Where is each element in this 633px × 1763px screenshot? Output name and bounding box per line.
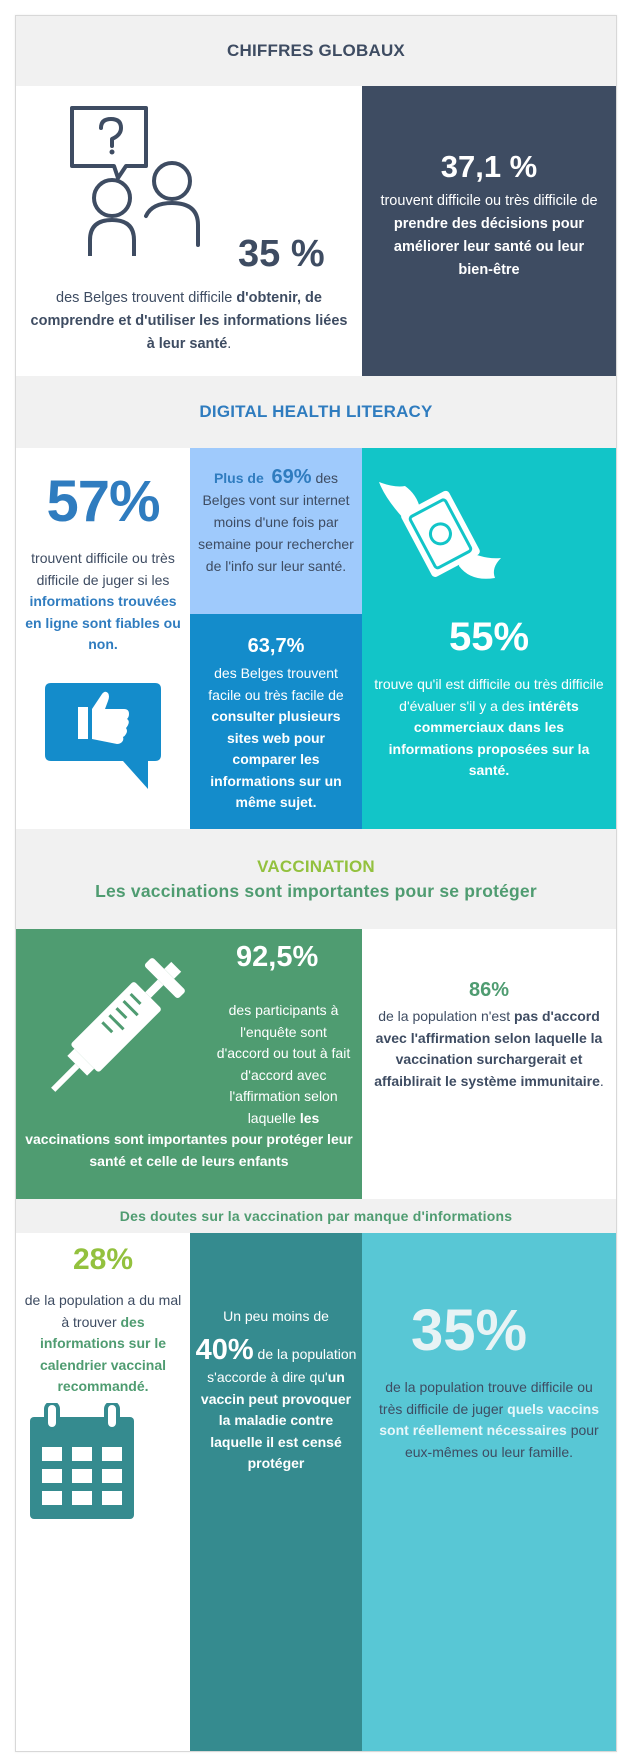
vaccination-right-panel: 86% de la population n'est pas d'accord …: [362, 929, 616, 1199]
section-title: VACCINATION: [257, 856, 375, 876]
stat-57: 57%: [46, 469, 160, 534]
global-left-panel: 35 % des Belges trouvent difficile d'obt…: [16, 86, 362, 376]
doubts-col1-text: de la population a du mal à trouver des …: [22, 1290, 184, 1398]
digital-col1: 57% trouvent difficile ou très difficile…: [16, 448, 190, 829]
stat-86: 86%: [468, 979, 510, 1001]
syringe-icon: [34, 949, 194, 1109]
text-part: des Belges trouvent difficile: [56, 290, 237, 306]
stat-92: 92,5%: [236, 941, 319, 973]
text-prefix: Plus de: [213, 470, 264, 486]
doubts-col2-prefix: Un peu moins de: [223, 1308, 329, 1324]
text-bold: informations trouvées en ligne sont fiab…: [25, 593, 181, 652]
vaccination-left-text: des participants à l'enquête sont d'acco…: [216, 1000, 351, 1129]
digital-col2-bottom: 63,7% des Belges trouvent facile ou très…: [190, 614, 362, 829]
flying-money-icon: [375, 478, 505, 588]
stat-35-b: 35%: [410, 1298, 528, 1363]
text-part: de la population s'accorde à dire qu': [207, 1346, 357, 1385]
vaccination-left-bold-text: vaccinations sont importantes pour proté…: [25, 1131, 353, 1169]
text-bold: intérêts commerciaux dans les informatio…: [388, 697, 590, 779]
text-part: de la population trouve difficile ou trè…: [379, 1379, 593, 1417]
text-bold: quels vaccins sont réellement nécessaire…: [379, 1400, 599, 1439]
digital-col2-top: Plus de 69% des Belges vont sur internet…: [190, 448, 362, 614]
calendar-icon: [30, 1403, 134, 1519]
digital-col2-bottom-text: des Belges trouvent facile ou très facil…: [198, 663, 354, 814]
text-bold: consulter plusieurs sites web pour compa…: [210, 708, 342, 810]
question-people-icon: [68, 106, 213, 256]
section-title: DIGITAL HEALTH LITERACY: [199, 402, 433, 421]
doubts-col3-text: de la population trouve difficile ou trè…: [378, 1377, 600, 1463]
text-part: de la population n'est: [378, 1008, 514, 1024]
text-part: trouvent difficile ou très difficile de …: [31, 550, 175, 588]
section-title: Des doutes sur la vaccination par manque…: [119, 1208, 513, 1224]
global-left-text: des Belges trouvent difficile d'obtenir,…: [26, 287, 352, 356]
digital-col3-text: trouve qu'il est difficile ou très diffi…: [374, 674, 604, 782]
text-part: des Belges trouvent facile ou très facil…: [208, 665, 344, 703]
text-bold: des informations sur le calendrier vacci…: [39, 1313, 167, 1395]
stat-55: 55%: [448, 615, 530, 659]
vaccination-right-text: de la population n'est pas d'accord avec…: [370, 1006, 608, 1092]
text-part: des Belges vont sur internet moins d'une…: [198, 470, 354, 574]
text-part: trouve qu'il est difficile ou très diffi…: [374, 676, 604, 714]
stat-37: 37,1 %: [440, 149, 538, 184]
infographic: CHIFFRES GLOBAUX 35 % des Belges trouven…: [15, 15, 617, 1752]
text-bold: d'obtenir, de comprendre et d'utiliser l…: [30, 290, 348, 352]
digital-col1-text: trouvent difficile ou très difficile de …: [20, 548, 186, 656]
stat-69: 69%: [271, 466, 312, 488]
doubts-col2: Un peu moins de 40% de la population s'a…: [190, 1233, 362, 1751]
text-bold: pas d'accord avec l'affirmation selon la…: [374, 1008, 603, 1089]
text-bold: prendre des décisions pour améliorer leu…: [393, 216, 585, 278]
text-bold: un vaccin peut provoquer la maladie cont…: [200, 1369, 352, 1471]
global-right-panel: 37,1 % trouvent difficile ou très diffic…: [362, 86, 616, 376]
section-header-vaccination: VACCINATION Les vaccinations sont import…: [16, 829, 616, 929]
text-part: de la population a du mal à trouver: [24, 1292, 182, 1330]
stat-28: 28%: [72, 1243, 134, 1276]
stat-63: 63,7%: [247, 635, 305, 657]
stat-40: 40%: [195, 1334, 254, 1366]
doubts-col2-text: 40% de la population s'accorde à dire qu…: [194, 1333, 358, 1475]
digital-col2-top-text: Plus de 69% des Belges vont sur internet…: [196, 466, 356, 577]
section-subtitle: Les vaccinations sont importantes pour s…: [95, 880, 537, 901]
section-title: CHIFFRES GLOBAUX: [227, 41, 405, 60]
section-header-global: CHIFFRES GLOBAUX: [16, 16, 616, 86]
global-right-text: trouvent difficile ou très difficile de …: [376, 190, 602, 282]
text-part: .: [227, 336, 232, 352]
text-part: pour eux-mêmes ou leur famille.: [404, 1422, 599, 1460]
text-bold: les: [299, 1109, 320, 1126]
section-header-doubts: Des doutes sur la vaccination par manque…: [16, 1199, 616, 1233]
stat-35: 35 %: [238, 233, 325, 275]
text-part: trouvent difficile ou très difficile de: [380, 193, 598, 209]
thumbs-up-chat-icon: [45, 683, 161, 789]
digital-col3: 55% trouve qu'il est difficile ou très d…: [362, 448, 616, 829]
text-part: des participants à l'enquête sont d'acco…: [216, 1002, 351, 1126]
doubts-col3: 35% de la population trouve difficile ou…: [362, 1233, 616, 1751]
text-part: .: [599, 1072, 604, 1089]
vaccination-left-panel: 92,5% des participants à l'enquête sont …: [16, 929, 362, 1199]
section-header-digital: DIGITAL HEALTH LITERACY: [16, 376, 616, 448]
doubts-col1: 28% de la population a du mal à trouver …: [16, 1233, 190, 1751]
